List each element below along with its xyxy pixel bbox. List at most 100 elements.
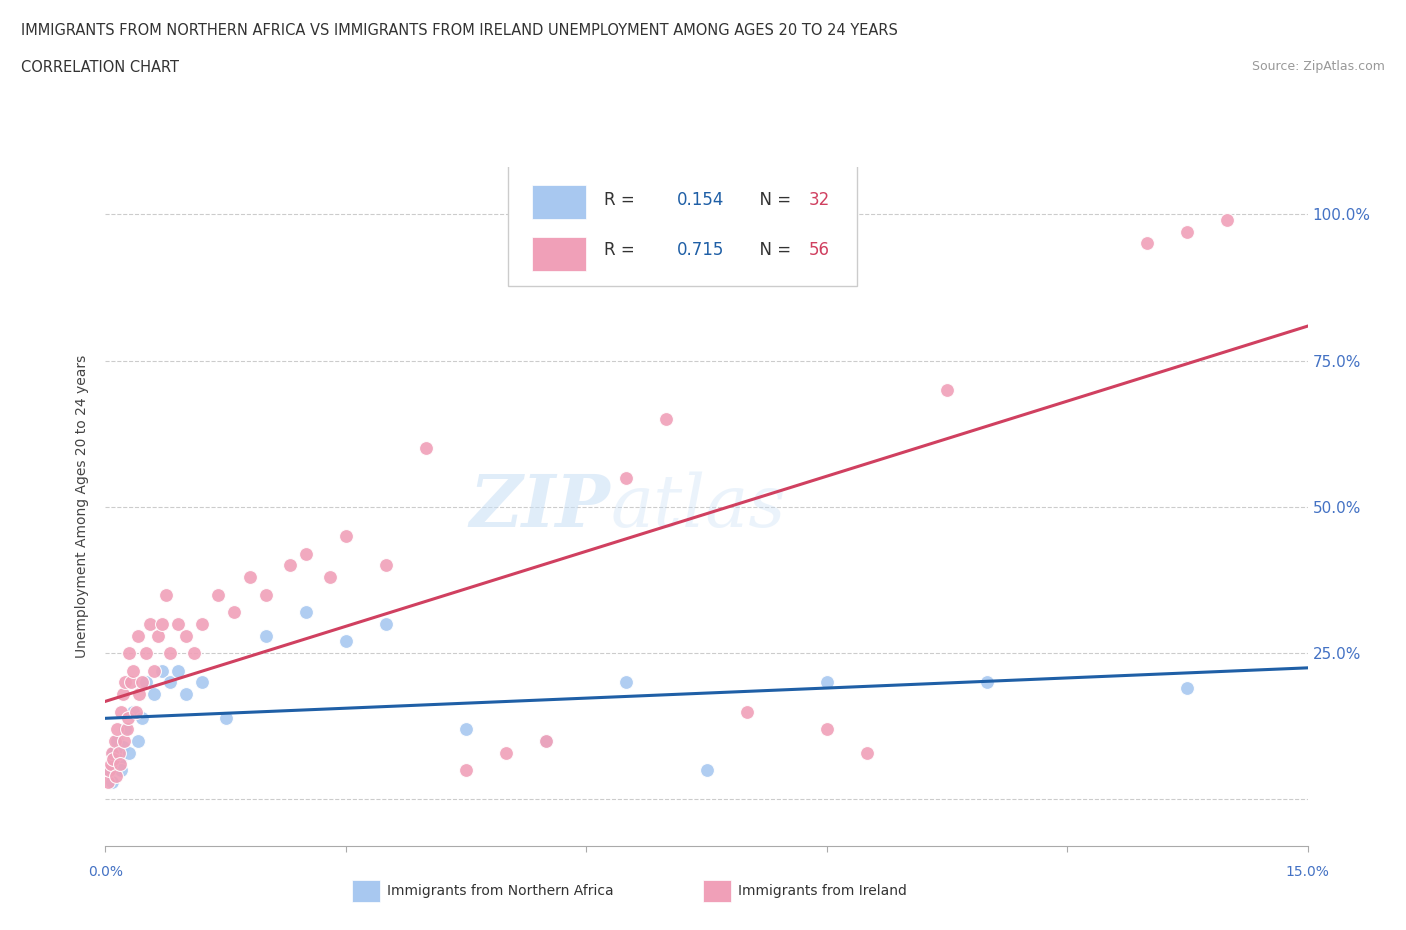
Point <box>101 775 124 790</box>
Point <box>855 745 877 760</box>
Point <box>118 745 141 760</box>
Point <box>1216 213 1239 228</box>
Point <box>142 686 165 701</box>
Point <box>815 675 838 690</box>
Point <box>976 675 998 690</box>
Point <box>138 617 160 631</box>
Point <box>146 628 169 643</box>
Text: Source: ZipAtlas.com: Source: ZipAtlas.com <box>1251 60 1385 73</box>
Bar <box>533 236 586 272</box>
Bar <box>533 185 586 219</box>
Text: ZIP: ZIP <box>470 472 610 542</box>
Point <box>254 587 277 602</box>
Point <box>101 745 124 760</box>
Point <box>117 711 139 725</box>
Point <box>616 675 638 690</box>
Point <box>456 763 478 777</box>
Point <box>1136 236 1159 251</box>
Point <box>128 686 150 701</box>
Point <box>104 757 127 772</box>
Point <box>114 675 136 690</box>
Point <box>110 763 132 777</box>
Point <box>374 617 398 631</box>
Point <box>335 528 357 543</box>
Point <box>114 722 136 737</box>
Text: 0.0%: 0.0% <box>89 865 122 880</box>
Point <box>118 645 141 660</box>
Point <box>159 675 181 690</box>
Point <box>107 722 129 737</box>
Text: N =: N = <box>748 242 796 259</box>
Point <box>108 751 131 766</box>
Point <box>104 768 127 783</box>
Point <box>131 711 153 725</box>
Text: CORRELATION CHART: CORRELATION CHART <box>21 60 179 75</box>
Text: 32: 32 <box>808 191 830 208</box>
Text: IMMIGRANTS FROM NORTHERN AFRICA VS IMMIGRANTS FROM IRELAND UNEMPLOYMENT AMONG AG: IMMIGRANTS FROM NORTHERN AFRICA VS IMMIG… <box>21 23 898 38</box>
Point <box>125 704 148 719</box>
Text: 56: 56 <box>808 242 830 259</box>
Text: atlas: atlas <box>610 472 786 542</box>
Text: Immigrants from Northern Africa: Immigrants from Northern Africa <box>387 884 613 898</box>
Point <box>254 628 277 643</box>
FancyBboxPatch shape <box>508 164 856 286</box>
Point <box>127 628 149 643</box>
Point <box>110 704 132 719</box>
Text: R =: R = <box>605 191 640 208</box>
Point <box>239 570 262 585</box>
Point <box>335 634 357 649</box>
Point <box>112 686 135 701</box>
Point <box>616 471 638 485</box>
Point <box>135 675 157 690</box>
Point <box>103 751 125 766</box>
Point <box>150 663 173 678</box>
Point <box>166 617 188 631</box>
Point <box>98 763 121 777</box>
Point <box>103 745 125 760</box>
Point <box>112 739 135 754</box>
Text: 0.715: 0.715 <box>676 242 724 259</box>
Point <box>190 617 212 631</box>
Point <box>183 645 205 660</box>
Point <box>155 587 177 602</box>
Point <box>456 722 478 737</box>
Point <box>115 722 138 737</box>
Point <box>127 734 149 749</box>
Point <box>190 675 212 690</box>
Point <box>98 763 121 777</box>
Point <box>135 645 157 660</box>
Point <box>1175 681 1198 696</box>
Point <box>174 628 197 643</box>
Point <box>1175 224 1198 239</box>
Point <box>936 382 959 397</box>
Point <box>142 663 165 678</box>
Point <box>534 734 557 749</box>
Point <box>120 675 142 690</box>
Point <box>174 686 197 701</box>
Point <box>122 704 145 719</box>
Point <box>108 757 131 772</box>
Point <box>100 757 122 772</box>
Point <box>150 617 173 631</box>
Point <box>696 763 718 777</box>
Point <box>278 558 301 573</box>
Point <box>222 604 245 619</box>
Point <box>166 663 188 678</box>
Point <box>735 704 758 719</box>
Point <box>415 441 437 456</box>
Point <box>104 734 127 749</box>
Point <box>319 570 342 585</box>
Point <box>131 675 153 690</box>
Point <box>159 645 181 660</box>
Point <box>495 745 517 760</box>
Text: 15.0%: 15.0% <box>1285 865 1330 880</box>
Point <box>295 604 318 619</box>
Y-axis label: Unemployment Among Ages 20 to 24 years: Unemployment Among Ages 20 to 24 years <box>76 355 90 658</box>
Point <box>214 711 236 725</box>
Point <box>207 587 229 602</box>
Point <box>374 558 398 573</box>
Point <box>122 663 145 678</box>
Point <box>107 734 129 749</box>
Point <box>112 734 135 749</box>
Point <box>534 734 557 749</box>
